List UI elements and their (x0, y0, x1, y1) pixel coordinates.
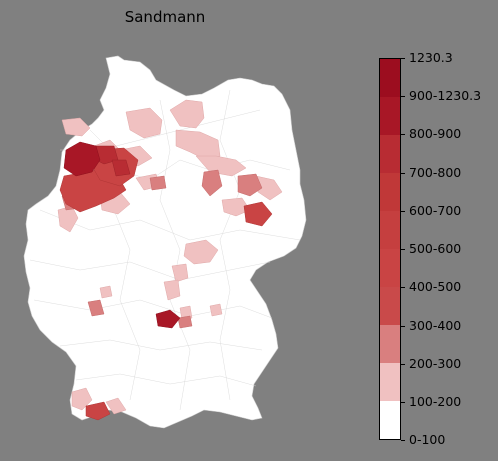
colorbar-tick-label: 800-900 (409, 126, 462, 141)
colorbar-labels: 0-100 100-200 200-300 300-400 400-500 50… (401, 50, 498, 447)
colorbar (379, 58, 401, 440)
colorbar-segment (380, 249, 400, 287)
colorbar-segment (380, 325, 400, 363)
colorbar-segment (380, 401, 400, 439)
colorbar-tick-label: 700-800 (409, 165, 462, 180)
colorbar-tick-label: 400-500 (409, 279, 462, 294)
colorbar-segment (380, 287, 400, 325)
colorbar-segment (380, 59, 400, 97)
colorbar-tick-label: 1230.3 (409, 50, 453, 65)
regions-200-300 (57, 99, 283, 415)
colorbar-tick-label: 100-200 (409, 394, 462, 409)
germany-land (23, 55, 307, 429)
colorbar-segment (380, 97, 400, 135)
colorbar-tick-label: 300-400 (409, 318, 462, 333)
colorbar-tick-label: 200-300 (409, 356, 462, 371)
colorbar-segment (380, 173, 400, 211)
colorbar-tick-label: 600-700 (409, 203, 462, 218)
colorbar-segment (380, 135, 400, 173)
regions-900-plus (63, 141, 181, 329)
map-title: Sandmann (124, 8, 206, 26)
colorbar-tick-label: 500-600 (409, 241, 462, 256)
colorbar-tick-label: 0-100 (409, 432, 446, 447)
colorbar-segment (380, 211, 400, 249)
colorbar-segment (380, 363, 400, 401)
colorbar-tick-label: 900-1230.3 (409, 88, 482, 103)
